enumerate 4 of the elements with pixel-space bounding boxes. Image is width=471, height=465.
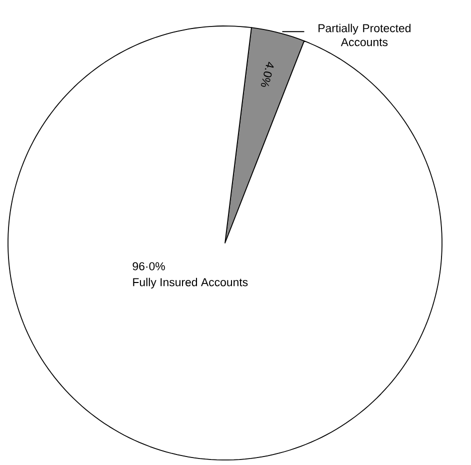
- data-label: 96·0%: [132, 262, 165, 270]
- legend-label: Partially Protected Accounts: [318, 24, 410, 46]
- slice-label: Fully Insured Accounts: [133, 278, 248, 289]
- data-label: 4.0%: [260, 62, 274, 87]
